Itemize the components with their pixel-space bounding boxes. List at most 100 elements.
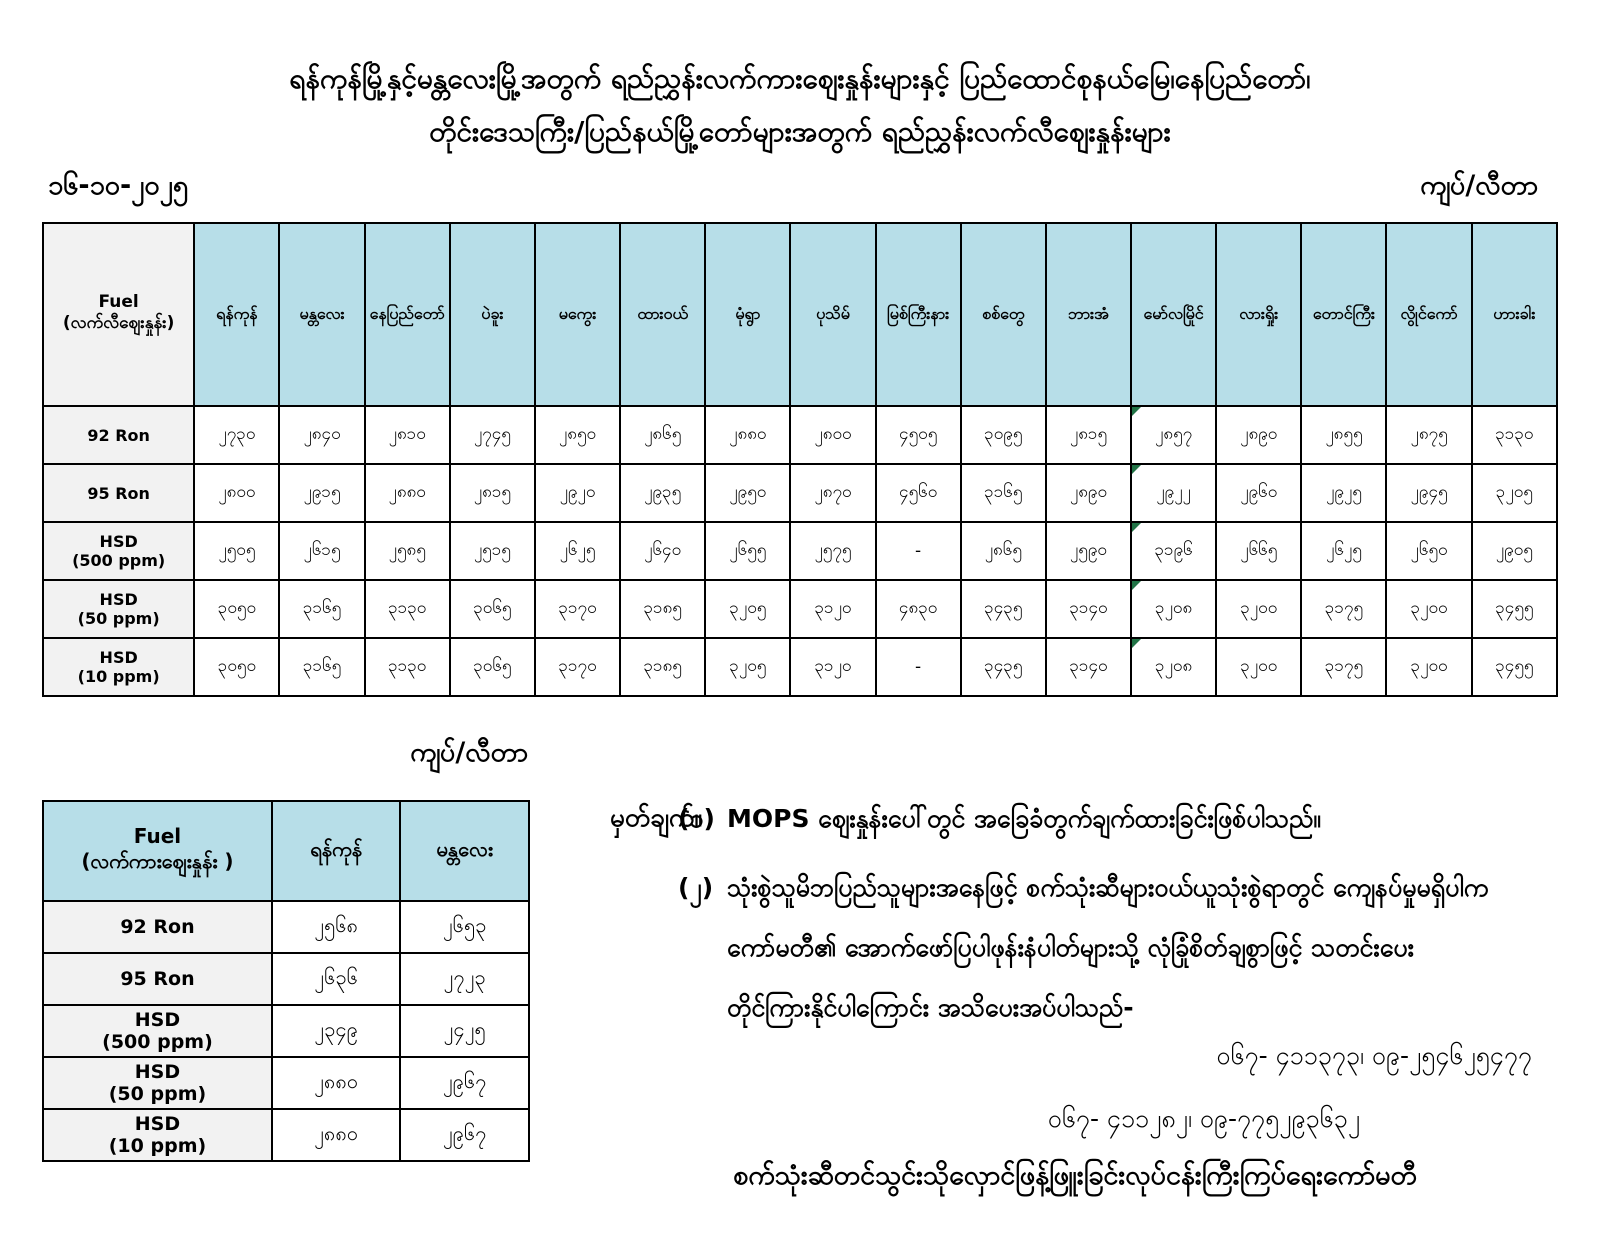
city-header: မော်လမြိုင် (1130, 222, 1218, 407)
price-cell: ၃၂၀၅ (704, 637, 792, 697)
price-cell: ၃၀၅၀ (193, 637, 281, 697)
price-cell: ၂၈၇၅ (1385, 405, 1473, 465)
price-cell: ၂၈၇၀ (789, 463, 877, 523)
price-cell: ၃၂၀၅ (1470, 463, 1559, 523)
unit-label-kyat-per-liter: ကျပ်/လီတာ (1420, 170, 1538, 201)
city-header: နေပြည်တော် (363, 222, 451, 407)
fuel-row-label: HSD (10 ppm) (41, 637, 196, 697)
price-cell: ၂၈၄၀ (278, 405, 366, 465)
price-cell: ၃၂၀၈ (1130, 637, 1218, 697)
price-cell: ၂၈၆၅ (619, 405, 707, 465)
price-cell: ၃၁၇၅ (1300, 579, 1388, 639)
note-2-number: (၂) (678, 873, 714, 902)
cell-flag-triangle (1133, 524, 1142, 532)
price-cell: ၃၁၉၆ (1130, 521, 1218, 581)
price-cell: ၃၁၃၀ (363, 637, 451, 697)
fuel-row-label: HSD (500 ppm) (42, 1004, 273, 1058)
price-cell: ၂၈၁၅ (1044, 405, 1133, 465)
city-header: ပဲခူး (448, 222, 536, 407)
price-cell: ၃၂၀၀ (1215, 637, 1303, 697)
price-cell: - (874, 521, 962, 581)
price-cell: ၂၅၆၈ (270, 900, 402, 954)
price-cell: ၂၉၆၇ (399, 1108, 530, 1162)
price-cell: ၂၇၃၀ (193, 405, 281, 465)
price-cell: ၂၈၈၀ (704, 405, 792, 465)
price-cell: ၂၆၃၆ (270, 952, 402, 1006)
fuel-row-label: HSD (50 ppm) (41, 579, 196, 639)
retail-price-table: Fuel (လက်လီဈေးနှုန်း) ရန်ကုန် မန္တလေး နေပြည်… (41, 222, 1559, 697)
wholesale-price-table: Fuel (လက်ကားဈေးနှုန်း ) ရန်ကုန် မန္တလေး 92 R… (42, 800, 530, 1162)
price-cell: ၂၉၂၅ (1300, 463, 1388, 523)
price-cell: ၂၄၂၅ (399, 1004, 530, 1058)
city-header: လွိုင်ကော် (1385, 222, 1473, 407)
price-cell: ၃၁၇၅ (1300, 637, 1388, 697)
price-cell: ၂၈၈၀ (363, 463, 451, 523)
notes-heading: မှတ်ချက်။ (610, 803, 703, 833)
price-cell: ၃၀၅၀ (193, 579, 281, 639)
committee-name: စက်သုံးဆီတင်သွင်းသိုလှောင်ဖြန့်ဖြူးခြင်း… (733, 1160, 1417, 1191)
price-cell: ၃၄၅၅ (1470, 579, 1559, 639)
city-header: မန္တလေး (399, 800, 530, 902)
contact-phone-line2: ၀၆၇- ၄၁၁၂၈၂၊ ၀၉-၇၇၅၂၉၃၆၃၂ (1047, 1104, 1360, 1133)
price-cell: ၂၆၅၃ (399, 900, 530, 954)
price-cell: ၂၈၈၀ (270, 1056, 402, 1110)
price-cell: ၂၈၉၀ (1215, 405, 1303, 465)
price-cell: ၂၈၀၀ (789, 405, 877, 465)
price-cell: ၃၁၂၀ (789, 579, 877, 639)
price-cell: ၃၀၉၅ (959, 405, 1047, 465)
price-cell: ၂၉၆၇ (399, 1056, 530, 1110)
fuel-row-label: HSD (500 ppm) (41, 521, 196, 581)
price-cell: ၃၁၇၀ (533, 579, 622, 639)
cell-flag-triangle (1133, 582, 1142, 590)
price-cell: ၂၆၂၅ (533, 521, 622, 581)
price-cell: ၃၂၀၀ (1215, 579, 1303, 639)
price-cell: ၃၄၅၅ (1470, 637, 1559, 697)
note-2-line3: တိုင်ကြားနိုင်ပါကြောင်း အသိပေးအပ်ပါသည်- (727, 993, 1134, 1022)
fuel-row-label: 92 Ron (42, 900, 273, 954)
cell-flag-triangle (1133, 408, 1142, 416)
price-cell: ၃၁၈၅ (619, 637, 707, 697)
price-cell: ၃၁၇၀ (533, 637, 622, 697)
city-header: လားရှိုး (1215, 222, 1303, 407)
fuel-row-label: 95 Ron (42, 952, 273, 1006)
price-cell: ၃၁၄၀ (1044, 579, 1133, 639)
price-cell: ၂၆၂၅ (1300, 521, 1388, 581)
fuel-row-label: 95 Ron (41, 463, 196, 523)
price-cell: ၂၈၉၀ (1044, 463, 1133, 523)
price-cell: ၂၉၂၂ (1130, 463, 1218, 523)
cell-flag-triangle (1133, 640, 1142, 648)
city-header: ထားဝယ် (619, 222, 707, 407)
price-cell: ၂၈၁၀ (363, 405, 451, 465)
price-cell: ၃၂၀၀ (1385, 579, 1473, 639)
price-cell: ၂၉၆၀ (1215, 463, 1303, 523)
price-cell: ၄၅၆၀ (874, 463, 962, 523)
price-cell: ၂၈၀၀ (193, 463, 281, 523)
price-cell: ၃၁၃၀ (1470, 405, 1559, 465)
price-cell: ၂၆၅၀ (1385, 521, 1473, 581)
city-header: ရန်ကုန် (193, 222, 281, 407)
fuel-row-label: HSD (10 ppm) (42, 1108, 273, 1162)
city-header: ပုသိမ် (789, 222, 877, 407)
document-title-line1: ရန်ကုန်မြို့နှင့်မန္တလေးမြို့အတွက် ရည်ညွ… (289, 62, 1311, 95)
price-cell: ၂၈၈၀ (270, 1108, 402, 1162)
city-header: ဘားအံ (1044, 222, 1133, 407)
price-cell: ၂၆၄၀ (619, 521, 707, 581)
price-cell: ၂၆၆၅ (1215, 521, 1303, 581)
fuel-row-label: 92 Ron (41, 405, 196, 465)
price-cell: ၂၉၅၀ (704, 463, 792, 523)
price-cell: ၂၇၂၃ (399, 952, 530, 1006)
price-cell: ၃၂၀၅ (704, 579, 792, 639)
fuel-row-label: HSD (50 ppm) (42, 1056, 273, 1110)
document-title-line2: တိုင်းဒေသကြီး/ပြည်နယ်မြို့တော်များအတွက် … (429, 115, 1171, 148)
price-cell: ၂၅၇၅ (789, 521, 877, 581)
city-header: မန္တလေး (278, 222, 366, 407)
price-cell: ၂၅၁၅ (448, 521, 536, 581)
note-2-line1: သုံးစွဲသူမိဘပြည်သူများအနေဖြင့် စက်သုံးဆီ… (727, 873, 1489, 902)
price-cell: ၃၁၂၀ (789, 637, 877, 697)
price-cell: ၂၈၁၅ (448, 463, 536, 523)
price-cell: ၃၁၈၅ (619, 579, 707, 639)
price-cell: ၂၅၈၅ (363, 521, 451, 581)
price-cell: ၃၁၆၅ (278, 637, 366, 697)
city-header: မုံရွာ (704, 222, 792, 407)
